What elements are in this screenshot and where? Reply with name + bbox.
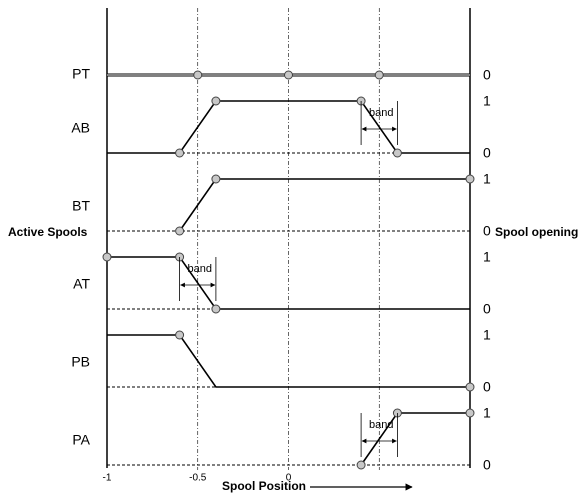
marker	[392, 148, 402, 158]
level-label: 0	[483, 67, 491, 83]
row-label: BT	[72, 198, 90, 214]
marker	[211, 174, 221, 184]
marker	[465, 382, 475, 392]
marker	[465, 408, 475, 418]
band-label: band	[369, 107, 393, 119]
level-label: 1	[483, 405, 491, 421]
marker	[211, 96, 221, 106]
level-label: 0	[483, 223, 491, 239]
row-label: PT	[72, 66, 90, 82]
level-label: 0	[483, 301, 491, 317]
marker	[175, 330, 185, 340]
marker	[102, 252, 112, 262]
opening-line	[107, 100, 470, 154]
right-label: Spool opening	[495, 225, 578, 239]
row-label: AB	[71, 120, 90, 136]
row-label: PB	[71, 354, 90, 370]
marker	[211, 304, 221, 314]
x-tick-label: 0	[286, 473, 292, 484]
level-label: 0	[483, 379, 491, 395]
opening-line	[107, 256, 470, 310]
x-label: Spool Position	[222, 479, 306, 493]
left-label: Active Spools	[8, 225, 88, 239]
marker	[465, 174, 475, 184]
marker	[175, 148, 185, 158]
band-label: band	[188, 263, 212, 275]
level-label: 1	[483, 249, 491, 265]
opening-line	[178, 178, 470, 232]
x-tick-label: -1	[103, 473, 112, 484]
marker	[374, 70, 384, 80]
row-label: PA	[72, 432, 90, 448]
level-label: 1	[483, 327, 491, 343]
row-label: AT	[73, 276, 90, 292]
opening-line	[107, 334, 470, 388]
level-label: 1	[483, 93, 491, 109]
marker	[175, 226, 185, 236]
band-label: band	[369, 419, 393, 431]
level-label: 1	[483, 171, 491, 187]
level-label: 0	[483, 145, 491, 161]
level-label: 0	[483, 457, 491, 473]
marker	[356, 460, 366, 470]
marker	[284, 70, 293, 80]
x-tick-label: -0.5	[189, 473, 207, 484]
marker	[193, 70, 203, 80]
